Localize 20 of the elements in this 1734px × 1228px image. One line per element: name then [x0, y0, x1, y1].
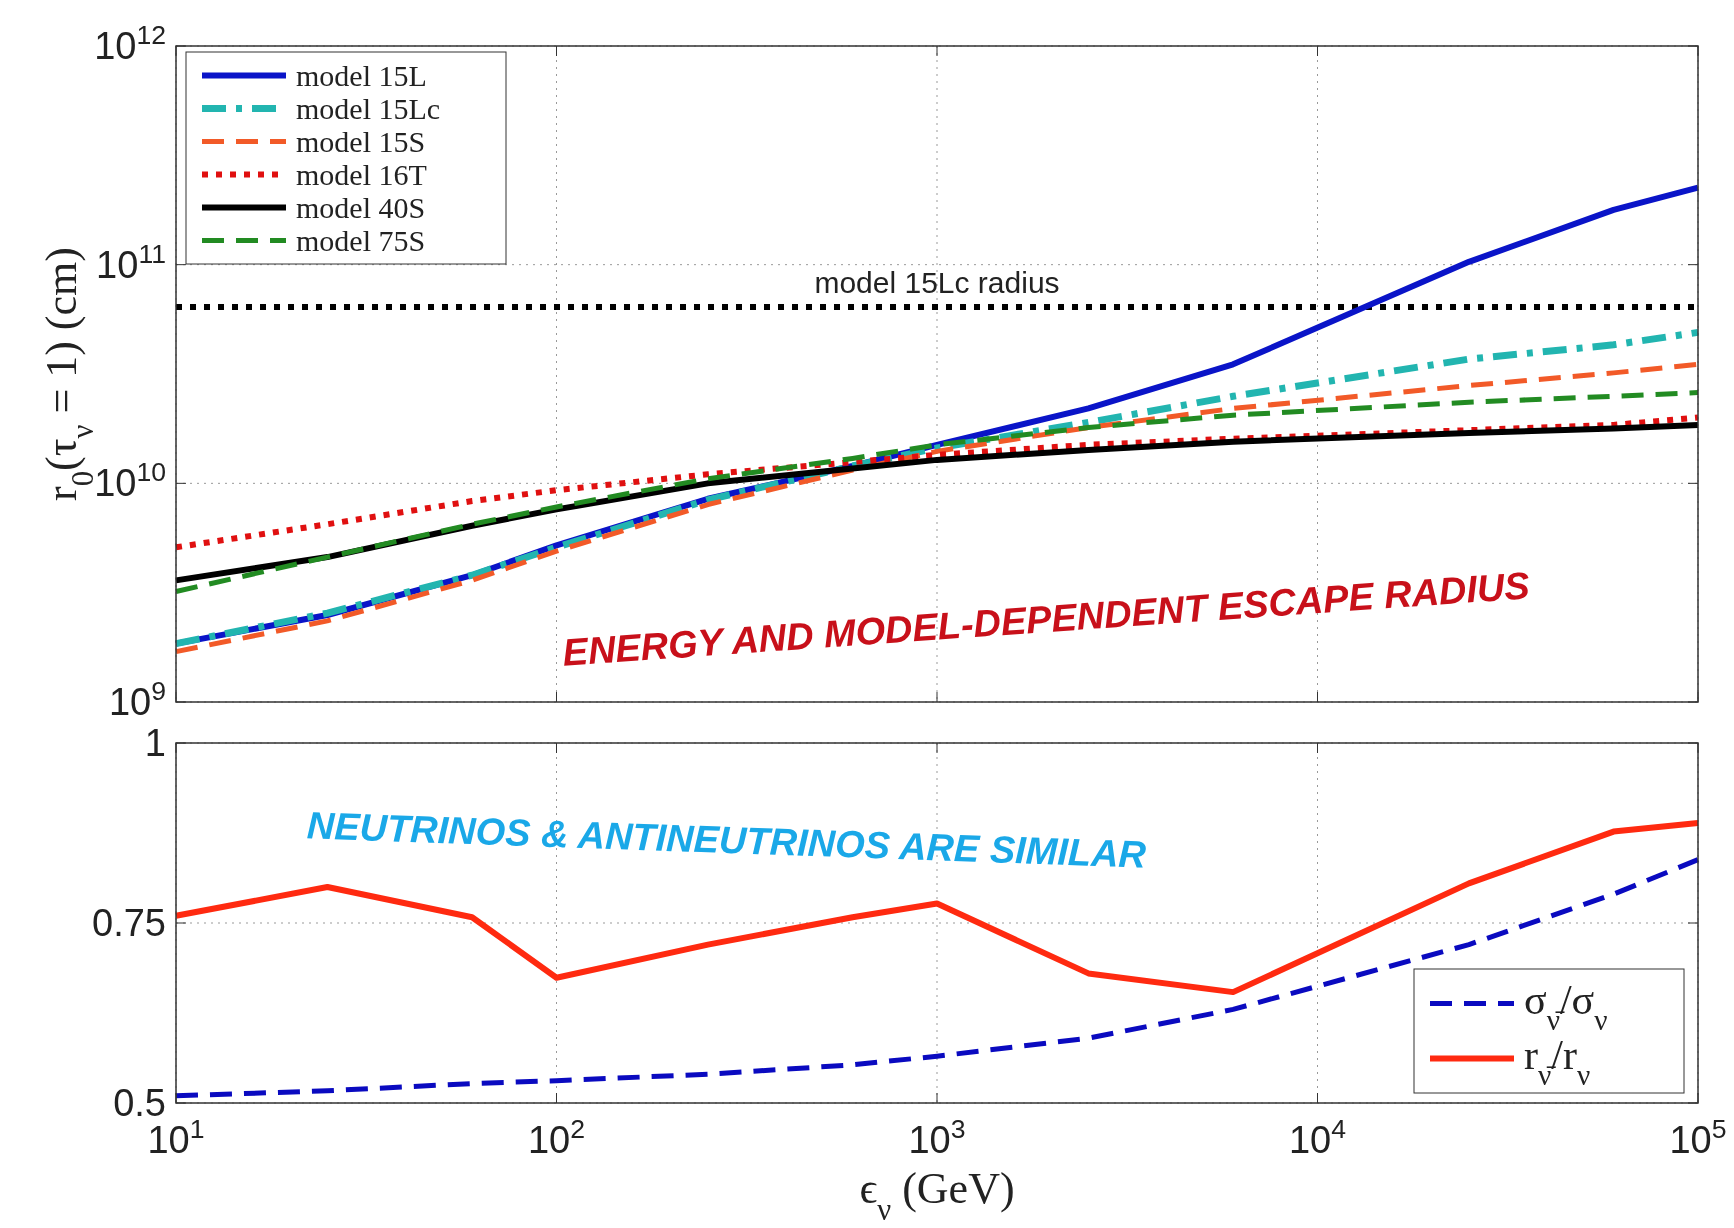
- x-tick-label: 10$^{3}$: [908, 1114, 966, 1161]
- legend-label: model 15L: [296, 58, 427, 92]
- y-tick-label: 0.75: [92, 902, 166, 944]
- x-tick-label: 10$^{2}$: [527, 1114, 586, 1161]
- legend-label: model 75S: [296, 223, 426, 257]
- y-tick-label: 10$^{11}$: [96, 238, 166, 286]
- legend-label: model 15Lc: [296, 91, 441, 125]
- ref-line-label: model 15Lc radius: [814, 266, 1060, 300]
- y-tick-label: 10$^{9}$: [108, 676, 166, 723]
- y-tick-label: 10$^{12}$: [94, 20, 166, 67]
- x-tick-label: 10$^{5}$: [1669, 1114, 1727, 1161]
- legend-label: model 40S: [296, 190, 426, 224]
- annotation: NEUTRINOS & ANTINEUTRINOS ARE SIMILAR: [306, 804, 1148, 876]
- legend-label: model 15S: [296, 124, 426, 158]
- legend-label: model 16T: [296, 157, 427, 191]
- y-tick-label: 1: [144, 722, 166, 764]
- x-tick-label: 10$^{4}$: [1288, 1114, 1347, 1161]
- x-axis-title: ϵ$_{ν}$ (GeV): [859, 1164, 1015, 1227]
- annotation: ENERGY AND MODEL-DEPENDENT ESCAPE RADIUS: [561, 564, 1531, 674]
- y-tick-label: 0.5: [113, 1082, 166, 1124]
